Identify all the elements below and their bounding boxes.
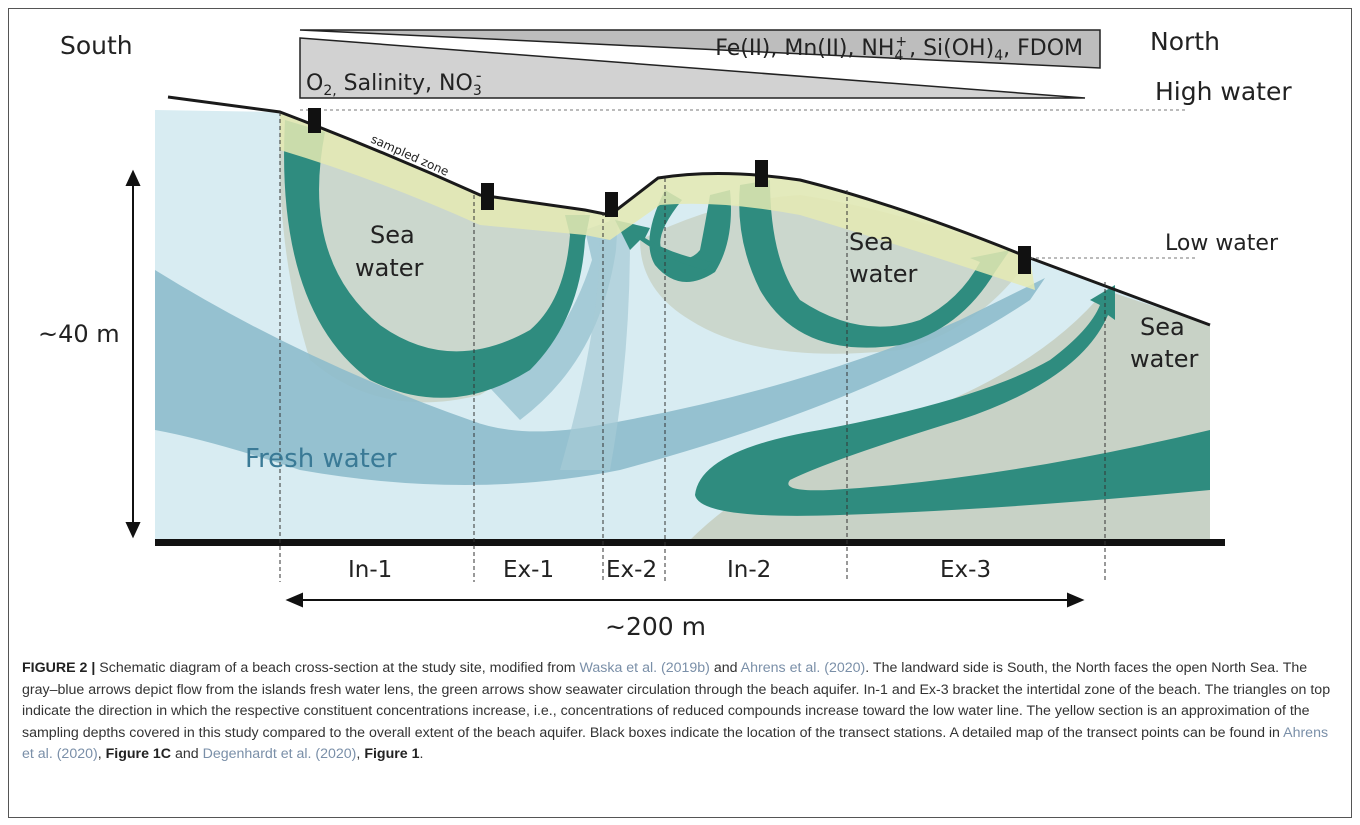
high-water-label: High water: [1155, 77, 1292, 106]
caption-text-5: and: [171, 746, 203, 762]
north-label: North: [1150, 27, 1220, 56]
figure-1c-link[interactable]: Figure 1C: [105, 746, 172, 762]
zone-label-ex2: Ex-2: [606, 557, 657, 583]
caption-text-1: Schematic diagram of a beach cross-secti…: [95, 660, 580, 676]
reference-link-ahrens-2[interactable]: Ahrens et al. (2020): [22, 724, 1329, 763]
beach-surface-line: [167, 95, 1211, 327]
transect-stations: [308, 108, 1031, 274]
caption-text-4: ,: [97, 746, 106, 762]
station-box-1: [308, 108, 321, 133]
concentration-triangle-oxidized: [299, 37, 1086, 99]
aquifer-base-line: [155, 539, 1225, 546]
station-box-3: [605, 192, 618, 217]
sampled-zone: [280, 112, 1035, 290]
station-box-5: [1018, 246, 1031, 274]
fresh-water-flow-arrow: [155, 270, 1045, 485]
reference-link-ahrens-1[interactable]: Ahrens et al. (2020): [740, 660, 866, 676]
south-label: South: [60, 31, 133, 60]
caption-text-7: .: [419, 746, 424, 762]
station-box-2: [481, 183, 494, 210]
figure-1-link[interactable]: Figure 1: [364, 746, 420, 762]
reference-link-degenhardt[interactable]: Degenhardt et al. (2020): [202, 746, 357, 762]
caption-text-6: ,: [356, 746, 365, 762]
concentration-triangle-reduced: [299, 29, 1101, 69]
figure-label: FIGURE 2 |: [22, 660, 96, 676]
seawater-circulation-arrow-1: [284, 120, 590, 398]
seawater-circulation-arrow-5: [695, 285, 1210, 516]
reference-link-waska[interactable]: Waska et al. (2019b): [579, 660, 710, 676]
sea-water-label-1-line2: water: [355, 254, 424, 282]
fresh-water-label: Fresh water: [245, 444, 397, 474]
beach-cross-section-diagram: South North Fe(II), Mn(II), NH4+, Si(OH)…: [38, 27, 1292, 641]
zone-label-in1: In-1: [348, 557, 392, 583]
width-arrow: [285, 592, 1085, 608]
caption-text-2: and: [709, 660, 741, 676]
seawater-circulation-arrow-2: [649, 190, 731, 282]
zone-divider-lines: [279, 112, 1106, 582]
station-box-4: [755, 160, 768, 187]
oxidized-compounds-label: O2, Salinity, NO3-: [306, 66, 482, 99]
width-label: ~200 m: [605, 612, 706, 641]
low-water-label: Low water: [1165, 231, 1279, 256]
zone-label-in2: In-2: [727, 557, 771, 583]
seawater-circulation-arrow-4: [615, 220, 712, 270]
reduced-compounds-label: Fe(II), Mn(II), NH4+, Si(OH)4, FDOM: [715, 34, 1083, 64]
fresh-water-arrow-ex2-b: [560, 215, 630, 470]
sea-water-label-2-line1: Sea: [849, 228, 894, 256]
zone-label-ex1: Ex-1: [503, 557, 554, 583]
depth-arrow: [125, 169, 141, 539]
caption-text-3: . The landward side is South, the North …: [22, 660, 1331, 741]
figure-caption: FIGURE 2 | Schematic diagram of a beach …: [22, 658, 1340, 766]
sea-water-label-1-line1: Sea: [370, 221, 415, 249]
figure-frame: [8, 8, 1352, 818]
seawater-circulation-arrow-3: [739, 180, 1010, 348]
depth-label: ~40 m: [38, 320, 120, 348]
sea-water-label-2-line2: water: [849, 260, 918, 288]
sea-water-label-3-line2: water: [1130, 345, 1199, 373]
sea-water-label-3-line1: Sea: [1140, 313, 1185, 341]
zone-label-ex3: Ex-3: [940, 557, 991, 583]
